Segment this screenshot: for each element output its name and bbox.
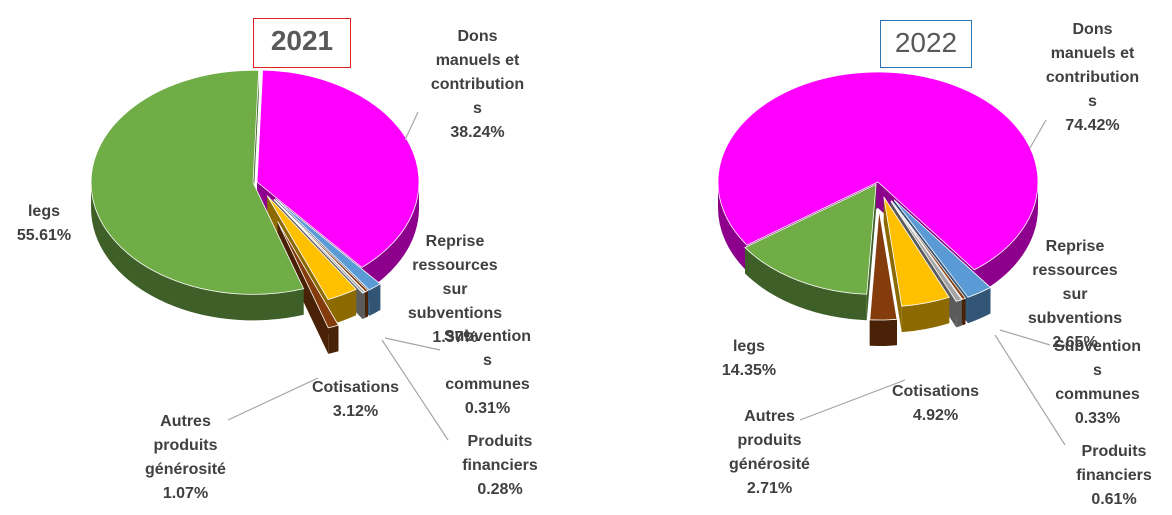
data-label: legs 14.35%	[708, 335, 790, 383]
slice	[890, 200, 963, 302]
slice-name: Autres produits générosité	[729, 408, 810, 473]
slice-name: Dons manuels et contributions	[430, 28, 525, 117]
chart-title: 2021	[253, 18, 351, 68]
slice	[256, 69, 420, 268]
slice-value: 4.92%	[912, 407, 959, 424]
data-label: Produits financiers 0.61%	[1058, 440, 1170, 512]
data-label: Subventions communes 0.33%	[1050, 335, 1145, 431]
slice-side	[869, 319, 897, 346]
slice	[275, 198, 381, 291]
slice	[883, 196, 950, 307]
data-label: Produits financiers 0.28%	[445, 430, 555, 502]
slice-value: 1.37%	[432, 329, 478, 346]
slice-name: legs	[27, 203, 60, 220]
leader-line	[227, 377, 319, 421]
slice-value: 55.61%	[16, 227, 72, 244]
slice-side	[361, 182, 419, 294]
slice-value: 0.61%	[1091, 491, 1137, 508]
slice-name: legs	[732, 338, 765, 355]
slice-value: 2.65%	[1052, 334, 1098, 351]
slice-cut	[883, 196, 902, 333]
data-label: Autres produits générosité 1.07%	[128, 410, 243, 506]
slice	[891, 200, 967, 300]
slice-name: Reprise ressources sur subventions	[1027, 238, 1123, 327]
slice-value: 74.42%	[1065, 117, 1120, 134]
leader-line	[381, 339, 449, 441]
slice-side	[744, 247, 867, 321]
leader-line	[404, 111, 419, 141]
chart-title: 2022	[880, 20, 972, 68]
data-label: Reprise ressources sur subventions 2.65%	[1025, 235, 1125, 355]
leader-line	[999, 329, 1051, 346]
slice	[90, 70, 305, 295]
slice	[273, 198, 369, 293]
leader-line	[1029, 119, 1047, 149]
slice-side	[91, 182, 304, 321]
slice	[893, 199, 992, 298]
slice-value: 38.24%	[450, 124, 505, 141]
slice	[266, 195, 357, 300]
slice-name: Cotisations	[311, 379, 400, 396]
data-label: Dons manuels et contributions 38.24%	[430, 25, 525, 145]
slice	[869, 209, 898, 321]
data-label: Cotisations 3.12%	[308, 376, 403, 424]
slice-value: 0.31%	[464, 400, 511, 417]
leader-line	[799, 379, 906, 421]
slice-name: Autres produits générosité	[145, 413, 226, 478]
slice-name: Produits financiers	[1076, 443, 1152, 484]
slice-value: 0.33%	[1074, 410, 1121, 427]
slice-name: Reprise ressources sur subventions	[407, 233, 503, 322]
slice-side	[718, 182, 747, 272]
data-label: Subventions communes 0.31%	[440, 325, 535, 421]
leader-line	[994, 334, 1066, 446]
slice-side	[901, 297, 950, 333]
data-label: Cotisations 4.92%	[888, 380, 983, 428]
slice-value: 0.28%	[477, 481, 523, 498]
slice	[744, 183, 877, 295]
slice-cut	[866, 184, 877, 321]
slice-value: 14.35%	[721, 362, 777, 379]
leader-line	[384, 337, 441, 351]
slice-name: Produits financiers	[462, 433, 538, 474]
slice-name: Dons manuels et contributions	[1045, 21, 1140, 110]
slice-side	[974, 182, 1038, 296]
slice-value: 3.12%	[332, 403, 379, 420]
data-label: Dons manuels et contributions 74.42%	[1045, 18, 1140, 138]
data-label: Reprise ressources sur subventions 1.37%	[405, 230, 505, 350]
slice-name: Subventions communes	[1053, 338, 1142, 403]
slice-value: 1.07%	[162, 485, 209, 502]
slice-name: Subventions communes	[443, 328, 532, 393]
slice	[277, 221, 340, 329]
slice-name: Cotisations	[891, 383, 980, 400]
slice	[273, 199, 366, 294]
data-label: legs 55.61%	[8, 200, 80, 248]
slice	[717, 71, 1039, 271]
data-label: Autres produits générosité 2.71%	[712, 405, 827, 501]
slice-value: 2.71%	[746, 480, 793, 497]
